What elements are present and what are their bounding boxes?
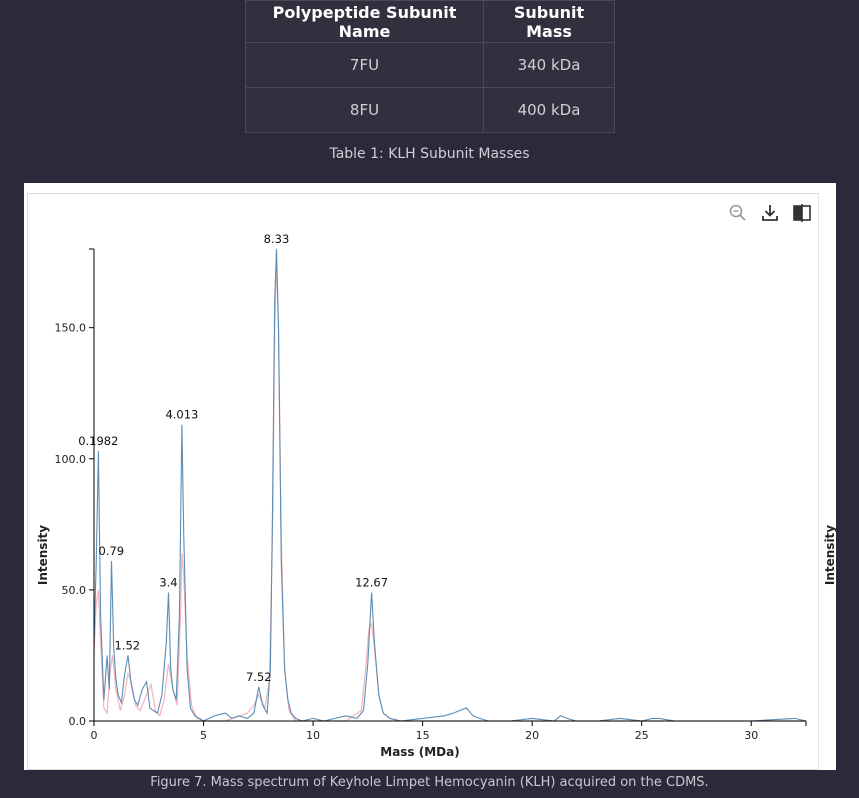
peak-label: 0.1982 — [78, 434, 118, 448]
x-tick-label: 10 — [306, 729, 320, 742]
y-axis-title-right: Intensity — [823, 525, 836, 585]
subunit-mass-table: Polypeptide Subunit Name Subunit Mass 7F… — [245, 0, 615, 133]
table-caption: Table 1: KLH Subunit Masses — [329, 146, 530, 162]
peak-label: 0.79 — [99, 544, 125, 558]
cell-subunit-name: 7FU — [245, 42, 484, 88]
cell-subunit-mass: 340 kDa — [483, 42, 615, 88]
y-tick-label: 100.0 — [55, 453, 87, 466]
peak-label: 8.33 — [264, 232, 290, 246]
x-tick-label: 30 — [744, 729, 758, 742]
x-axis-title: Mass (MDa) — [380, 745, 459, 759]
header-subunit-name: Polypeptide Subunit Name — [245, 0, 484, 43]
raw-series-line — [93, 248, 807, 722]
chart-panel: 0 5 10 15 20 25 30 0.0 50.0 100.0 150.0 Mass (MDa) I… — [24, 183, 836, 770]
table-header-row: Polypeptide Subunit Name Subunit Mass — [245, 0, 615, 43]
y-tick-label: 150.0 — [55, 322, 87, 335]
peak-label: 12.67 — [355, 576, 388, 590]
peak-label: 3.4 — [159, 576, 177, 590]
y-tick-label: 0.0 — [69, 715, 87, 728]
x-tick-label: 5 — [200, 729, 207, 742]
x-tick-label: 0 — [91, 729, 98, 742]
cell-subunit-mass: 400 kDa — [483, 87, 615, 133]
table-row: 7FU 340 kDa — [245, 42, 615, 88]
compare-icon[interactable] — [790, 201, 814, 225]
x-tick-label: 15 — [416, 729, 430, 742]
peak-label: 1.52 — [114, 638, 140, 652]
x-tick-label: 25 — [635, 729, 649, 742]
y-tick-label: 50.0 — [62, 584, 87, 597]
header-subunit-mass: Subunit Mass — [483, 0, 615, 43]
peak-label: 4.013 — [165, 408, 198, 422]
mass-spectrum-chart: 0 5 10 15 20 25 30 0.0 50.0 100.0 150.0 Mass (MDa) I… — [36, 232, 836, 759]
cell-subunit-name: 8FU — [245, 87, 484, 133]
table-row: 8FU 400 kDa — [245, 87, 615, 133]
chart-frame — [27, 193, 819, 770]
y-axis-title: Intensity — [36, 525, 50, 585]
zoom-icon[interactable] — [726, 201, 750, 225]
fit-series-line — [93, 259, 806, 722]
x-tick-label: 20 — [525, 729, 539, 742]
chart-toolbar — [726, 201, 814, 225]
download-icon[interactable] — [758, 201, 782, 225]
figure-caption: Figure 7. Mass spectrum of Keyhole Limpe… — [150, 775, 709, 790]
peak-label: 7.52 — [246, 670, 272, 684]
